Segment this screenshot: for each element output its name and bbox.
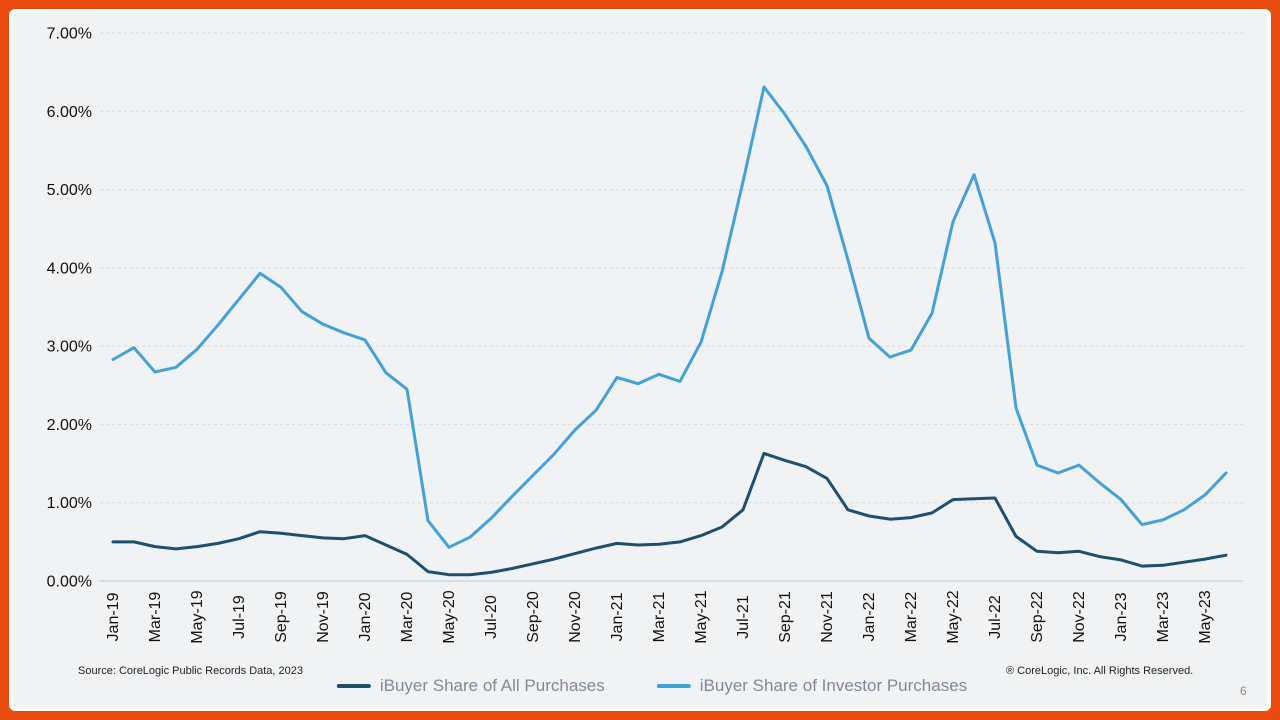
chart-frame: [9, 9, 1271, 711]
x-tick-label: Mar-19: [147, 592, 164, 643]
x-tick-label: Jan-20: [357, 592, 374, 641]
x-tick-label: Jul-20: [483, 595, 500, 639]
x-tick-label: May-20: [441, 590, 458, 643]
legend-label: iBuyer Share of Investor Purchases: [699, 676, 968, 695]
x-tick-label: May-23: [1197, 590, 1214, 643]
x-tick-label: Mar-20: [399, 592, 416, 643]
x-tick-label: Jan-23: [1113, 592, 1130, 641]
y-tick-label: 6.00%: [47, 104, 92, 121]
series-line-investor-purchases: [111, 85, 1228, 549]
x-tick-label: Jan-19: [105, 592, 122, 641]
x-tick-label: Nov-22: [1071, 591, 1088, 643]
source-note: Source: CoreLogic Public Records Data, 2…: [78, 665, 304, 677]
y-tick-label: 7.00%: [47, 26, 92, 43]
y-tick-label: 4.00%: [47, 260, 92, 277]
x-tick-label: Jan-22: [861, 592, 878, 641]
x-tick-label: Jan-21: [609, 592, 626, 641]
x-tick-label: Sep-20: [525, 591, 542, 643]
x-tick-label: Sep-21: [777, 591, 794, 643]
x-tick-label: Jul-21: [735, 595, 752, 639]
y-tick-label: 3.00%: [47, 339, 92, 356]
x-tick-label: Mar-22: [903, 592, 920, 643]
y-tick-label: 1.00%: [47, 495, 92, 512]
copyright-note: ® CoreLogic, Inc. All Rights Reserved.: [1006, 665, 1194, 677]
x-tick-label: Jul-22: [987, 595, 1004, 639]
y-tick-label: 0.00%: [47, 574, 92, 591]
page-number: 6: [1240, 684, 1247, 698]
x-tick-label: May-22: [945, 590, 962, 643]
x-tick-label: May-19: [189, 590, 206, 643]
x-tick-label: Nov-19: [315, 591, 332, 643]
chart-legend: iBuyer Share of All Purchases iBuyer Shar…: [336, 676, 968, 696]
x-tick-label: Jul-19: [231, 595, 248, 639]
x-tick-label: Nov-21: [819, 591, 836, 643]
y-tick-label: 5.00%: [47, 182, 92, 199]
x-tick-label: Sep-19: [273, 591, 290, 643]
legend-line-swatch: [656, 684, 691, 688]
x-tick-label: Sep-22: [1029, 591, 1046, 643]
x-tick-label: Mar-21: [651, 592, 668, 643]
legend-item: iBuyer Share of Investor Purchases: [656, 676, 968, 696]
legend-item: iBuyer Share of All Purchases: [336, 676, 605, 696]
x-tick-label: Mar-23: [1155, 592, 1172, 643]
legend-line-swatch: [336, 684, 371, 688]
x-tick-label: May-21: [693, 590, 710, 643]
x-tick-label: Nov-20: [567, 591, 584, 643]
legend-label: iBuyer Share of All Purchases: [379, 676, 605, 695]
series-line-all-purchases: [111, 451, 1228, 577]
y-tick-label: 2.00%: [47, 417, 92, 434]
